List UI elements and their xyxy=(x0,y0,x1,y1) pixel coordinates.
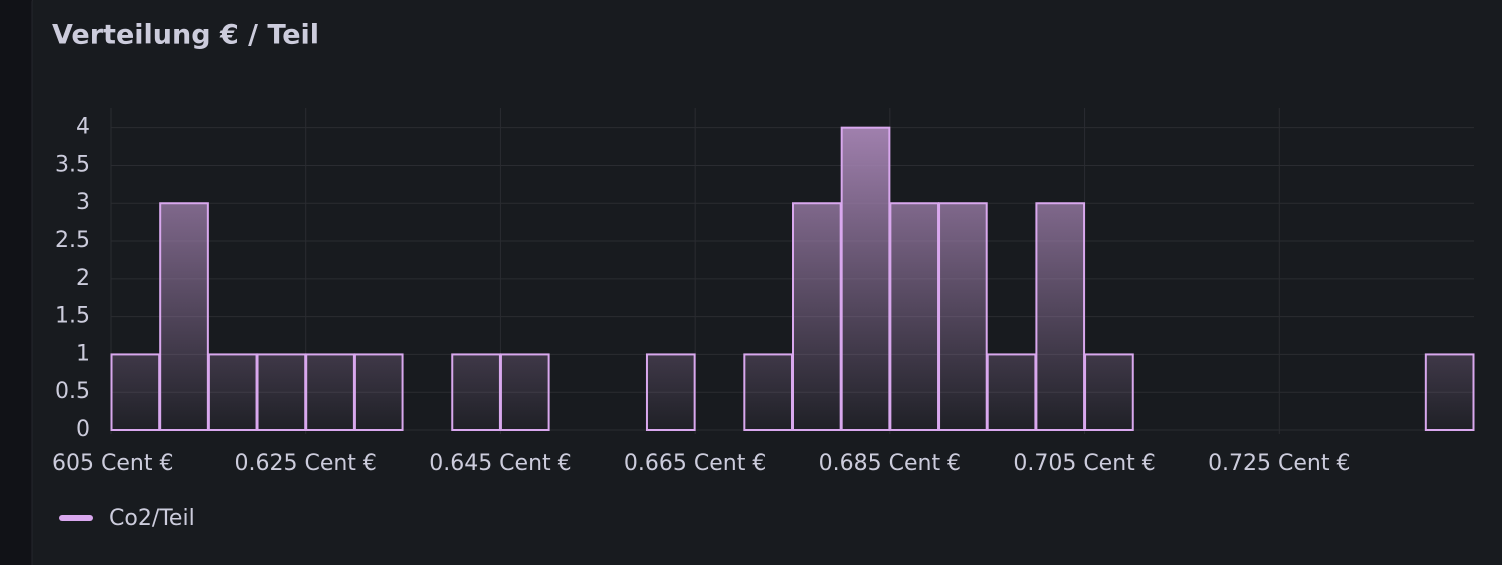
bar xyxy=(1035,202,1086,431)
bar xyxy=(645,353,696,431)
plot: 0 0.5 1 1.5 2 2.5 3 3.5 4 605 Cent € 0.625 Cent € 0… xyxy=(52,108,1475,476)
y-tick-label: 3 xyxy=(76,190,90,215)
bar xyxy=(1424,353,1475,431)
bar xyxy=(353,353,404,431)
x-tick-label: 0.685 Cent € xyxy=(819,451,961,476)
bar xyxy=(840,126,891,431)
y-tick-label: 3.5 xyxy=(55,152,90,177)
bar xyxy=(207,353,258,431)
legend-label[interactable]: Co2/Teil xyxy=(109,506,195,531)
bar xyxy=(499,353,550,431)
y-tick-label: 1 xyxy=(76,341,90,366)
y-tick-label: 1.5 xyxy=(55,304,90,329)
x-tick-label: 605 Cent € xyxy=(52,451,173,476)
x-tick-label: 0.645 Cent € xyxy=(429,451,571,476)
bar xyxy=(1084,353,1134,431)
x-tick-label: 0.665 Cent € xyxy=(624,451,766,476)
y-tick-label: 4 xyxy=(76,115,90,140)
bar xyxy=(743,353,793,431)
x-tick-label: 0.705 Cent € xyxy=(1013,451,1155,476)
bar xyxy=(159,202,209,431)
bar xyxy=(792,202,842,431)
y-tick-label: 0.5 xyxy=(55,379,90,404)
bar xyxy=(451,353,501,431)
y-tick-label: 0 xyxy=(76,417,90,442)
bar xyxy=(256,353,307,431)
bar xyxy=(938,202,988,431)
panel-frame xyxy=(31,0,1502,565)
x-tick-label: 0.725 Cent € xyxy=(1208,451,1350,476)
panel-title: Verteilung € / Teil xyxy=(52,20,319,51)
bar xyxy=(986,353,1037,431)
bar xyxy=(889,202,940,431)
y-tick-label: 2 xyxy=(76,266,90,291)
y-tick-label: 2.5 xyxy=(55,228,90,253)
bar xyxy=(305,353,355,431)
x-tick-label: 0.625 Cent € xyxy=(234,451,376,476)
bar xyxy=(110,353,161,431)
